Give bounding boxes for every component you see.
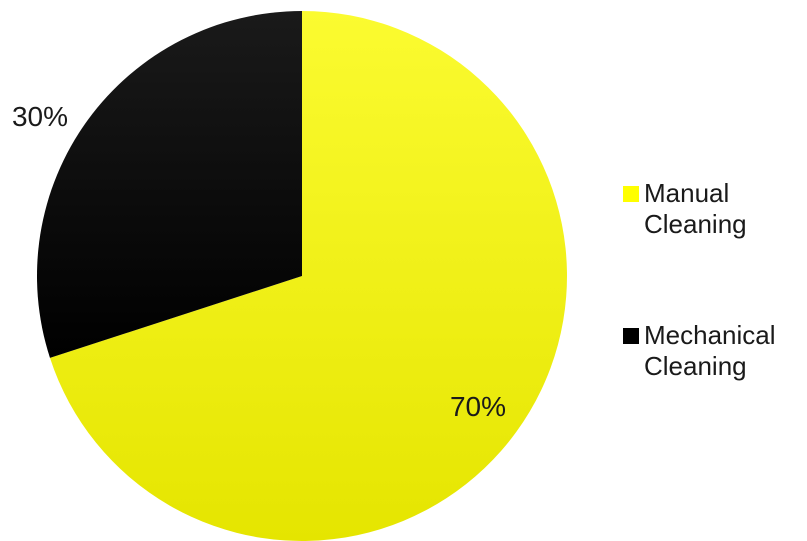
- pie-slice-mechanical-cleaning: [36, 11, 302, 358]
- data-label-mechanical-cleaning: 30%: [12, 101, 68, 132]
- legend: Manual Cleaning Mechanical Cleaning: [623, 178, 776, 381]
- legend-swatch-manual-cleaning: [623, 186, 639, 202]
- pie-slices: [36, 11, 567, 541]
- legend-item-mechanical-cleaning: Mechanical Cleaning: [623, 320, 776, 381]
- legend-swatch-mechanical-cleaning: [623, 328, 639, 344]
- pie-slice-manual-cleaning: [49, 11, 567, 541]
- legend-item-manual-cleaning: Manual Cleaning: [623, 178, 747, 239]
- legend-label-manual-cleaning: Manual Cleaning: [644, 178, 747, 239]
- data-label-manual-cleaning: 70%: [450, 391, 506, 422]
- pie-data-labels: 70% 30%: [12, 101, 506, 422]
- legend-label-mechanical-cleaning: Mechanical Cleaning: [644, 320, 776, 381]
